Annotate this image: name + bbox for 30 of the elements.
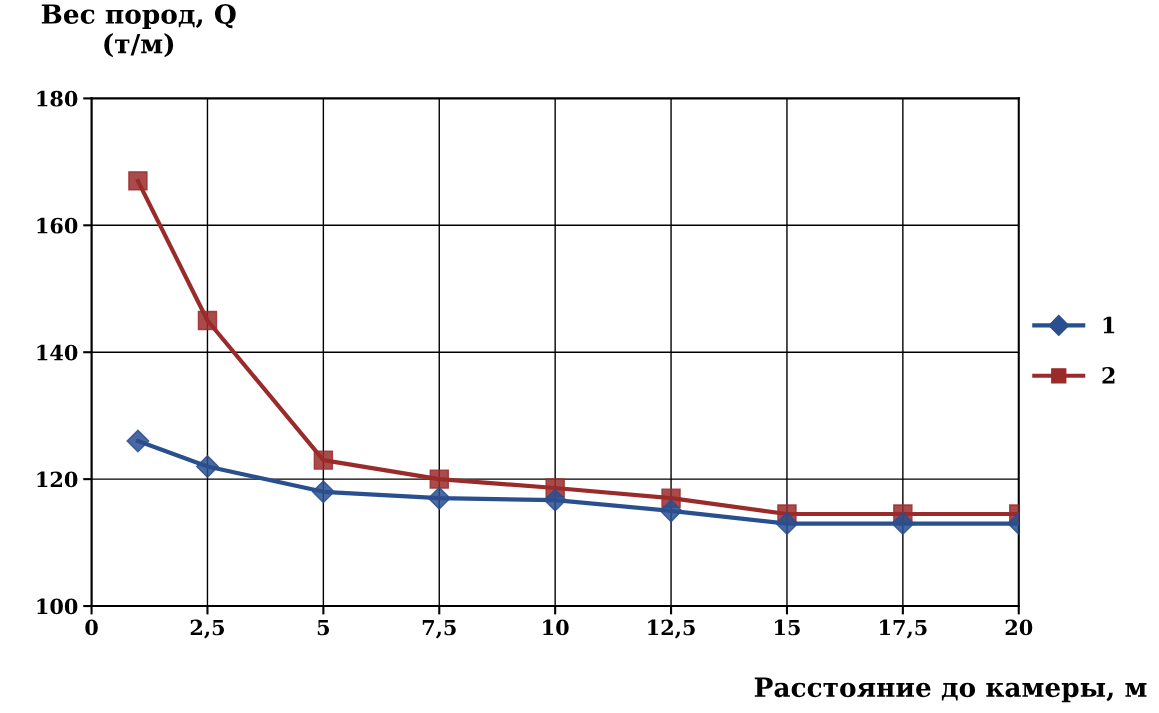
- point: [197, 310, 218, 331]
- point: [775, 512, 799, 536]
- point: [891, 512, 915, 536]
- point: [128, 171, 148, 191]
- x-tick-label: 15: [775, 619, 800, 636]
- legend-label: 2: [1102, 367, 1115, 384]
- y-tick-label: 100: [37, 598, 78, 615]
- x-tick-label: 10: [543, 619, 569, 636]
- y-tick-label: 140: [37, 344, 78, 361]
- x-tick-label: 20: [1005, 619, 1033, 636]
- x-tick-label: 5: [317, 619, 330, 636]
- point: [195, 454, 219, 478]
- x-tick-label: 17,5: [880, 619, 927, 639]
- y-axis-title: Вес пород, Q (т/м): [41, 4, 236, 58]
- x-tick-label: 12,5: [648, 619, 695, 639]
- legend-label: 1: [1103, 316, 1115, 334]
- point: [543, 488, 567, 512]
- point: [313, 450, 334, 470]
- point: [427, 486, 451, 510]
- y-tick-label: 160: [37, 217, 78, 234]
- point: [311, 480, 335, 504]
- x-axis-title: Расстояние до камеры, м: [754, 677, 1147, 703]
- y-tick-label: 120: [37, 471, 78, 488]
- x-tick-label: 2,5: [190, 619, 225, 639]
- x-tick-label: 0: [85, 619, 98, 636]
- point: [659, 499, 683, 523]
- point: [429, 469, 449, 489]
- point: [126, 429, 150, 453]
- y-tick-label: 180: [37, 90, 78, 107]
- x-tick-label: 7,5: [422, 619, 456, 639]
